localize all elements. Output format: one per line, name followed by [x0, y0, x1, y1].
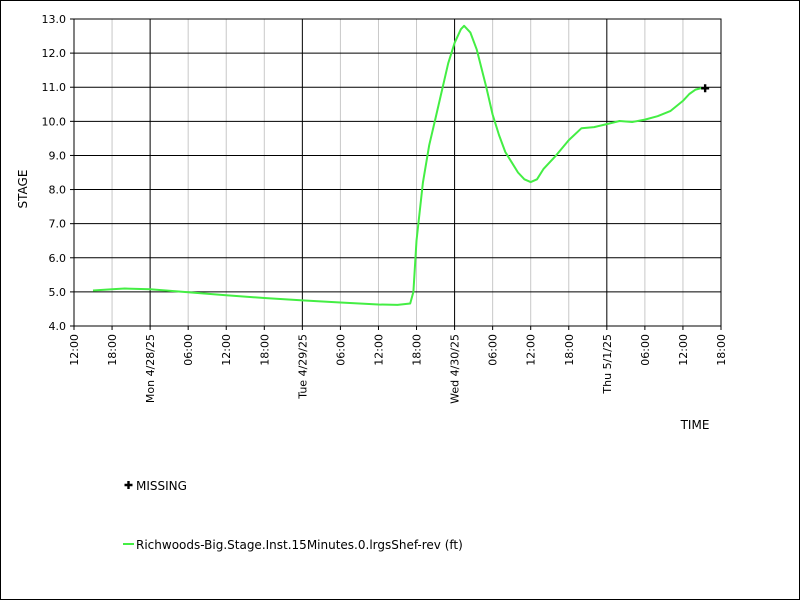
x-tick-label: Tue 4/29/25: [296, 334, 309, 400]
x-tick-label: 06:00: [182, 334, 195, 366]
series-legend-label: Richwoods-Big.Stage.Inst.15Minutes.0.lrg…: [136, 538, 463, 552]
legend-series: Richwoods-Big.Stage.Inst.15Minutes.0.lrg…: [123, 538, 463, 552]
missing-markers: [701, 84, 710, 93]
x-tick-label: 18:00: [411, 334, 424, 366]
minor-gridlines: [73, 19, 722, 326]
y-tick-label: 9.0: [49, 149, 67, 162]
x-tick-label: 12:00: [68, 334, 81, 366]
x-tick-label: 06:00: [487, 334, 500, 366]
x-axis-title: TIME: [680, 418, 710, 432]
x-tick-label: 06:00: [639, 334, 652, 366]
x-tick-label: Mon 4/28/25: [144, 334, 157, 403]
y-tick-label: 8.0: [49, 184, 67, 197]
missing-marker: [701, 84, 710, 93]
x-tick-label: 18:00: [258, 334, 271, 366]
y-tick-label: 6.0: [49, 252, 67, 265]
x-tick-label: Thu 5/1/25: [601, 334, 614, 395]
plot-area: [73, 18, 722, 327]
x-tick-label: 12:00: [525, 334, 538, 366]
series-layer: [92, 24, 703, 306]
x-tick-label: 18:00: [563, 334, 576, 366]
y-tick-label: 4.0: [49, 320, 67, 333]
major-gridlines: [74, 18, 721, 327]
y-tick-label: 7.0: [49, 218, 67, 231]
missing-legend-label: MISSING: [136, 479, 187, 493]
y-tick-label: 10.0: [42, 115, 67, 128]
y-tick-label: 12.0: [42, 47, 67, 60]
series-line: [92, 24, 703, 306]
x-tick-label: 18:00: [106, 334, 119, 366]
x-tick-label: 12:00: [372, 334, 385, 366]
x-tick-label: 18:00: [715, 334, 728, 366]
x-tick-label: 06:00: [334, 334, 347, 366]
x-tick-label: Wed 4/30/25: [449, 334, 462, 404]
y-axis-ticks: 4.0 5.0 6.0 7.0 8.0 9.0 10.0 11.0 12.0 13.0: [42, 13, 74, 333]
y-tick-label: 11.0: [42, 81, 67, 94]
y-axis-title: STAGE: [16, 170, 30, 209]
x-axis-ticks: 12:00 18:00 Mon 4/28/25 06:00 12:00 18:00 Tue …: [68, 326, 728, 404]
legend-missing: MISSING: [124, 479, 187, 493]
y-tick-label: 13.0: [42, 13, 67, 26]
x-tick-label: 12:00: [220, 334, 233, 366]
x-tick-label: 12:00: [677, 334, 690, 366]
missing-legend-icon: [124, 481, 133, 489]
y-tick-label: 5.0: [49, 286, 67, 299]
